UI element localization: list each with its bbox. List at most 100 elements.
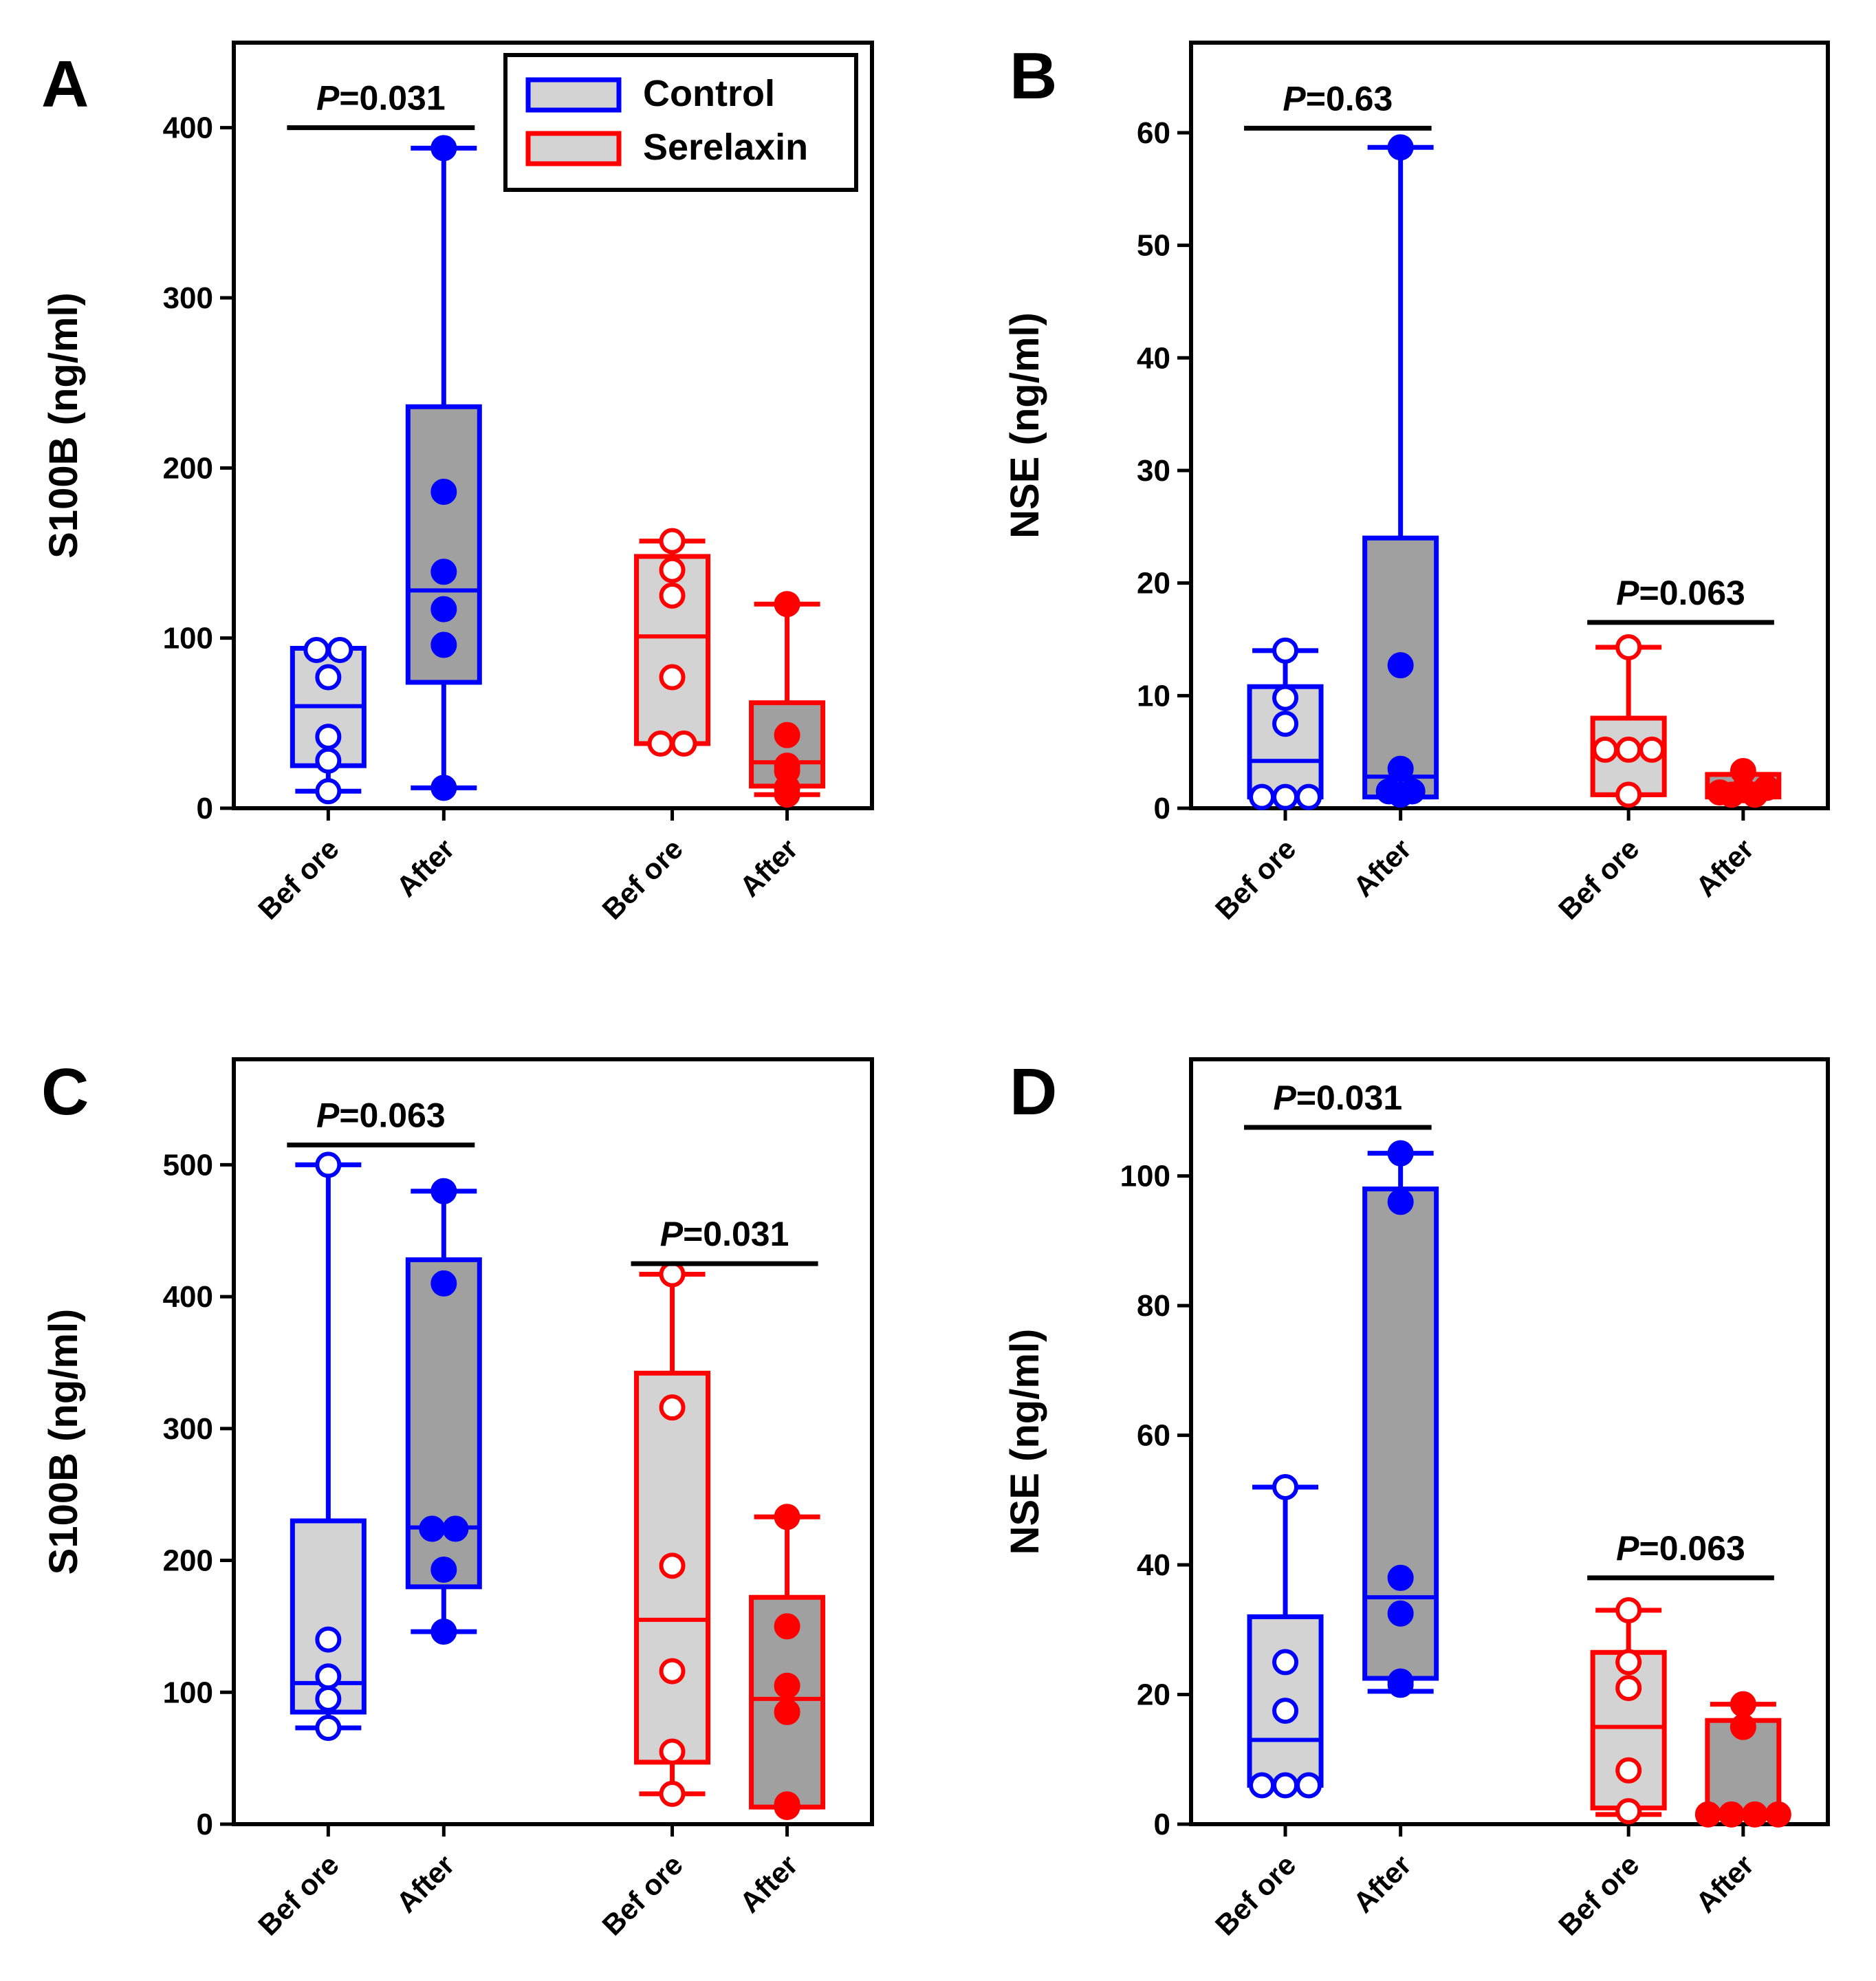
plot-frame [232, 1057, 874, 1826]
y-tick-label: 200 [163, 451, 213, 485]
y-axis-label: S100B (ng/ml) [41, 292, 86, 559]
p-value-label: P=0.031 [660, 1215, 789, 1253]
data-point [659, 1394, 686, 1421]
data-point [1765, 1801, 1791, 1828]
x-category-label: After [1690, 1848, 1760, 1919]
y-tick-label: 400 [163, 1280, 213, 1314]
data-point [659, 1261, 686, 1288]
p-symbol: P [316, 1096, 340, 1135]
x-category-label: Bef ore [596, 832, 689, 926]
data-point [1272, 637, 1299, 664]
data-point [659, 664, 686, 691]
data-point [315, 664, 342, 691]
data-point [1730, 1713, 1756, 1740]
x-category-label: Bef ore [596, 1848, 689, 1942]
p-symbol: P [1274, 1079, 1297, 1117]
data-point [1272, 1473, 1299, 1500]
legend-label: Serelaxin [643, 127, 808, 168]
y-tick-label: 0 [1154, 792, 1170, 825]
panel-letter: A [41, 47, 89, 121]
data-point [1387, 134, 1414, 161]
x-category-label: After [1690, 832, 1760, 903]
data-point [1387, 652, 1414, 679]
data-point [430, 559, 457, 585]
y-tick-label: 30 [1137, 454, 1170, 488]
data-point [1387, 1668, 1414, 1695]
p-symbol: P [1283, 79, 1306, 118]
data-point [1615, 1597, 1642, 1624]
legend-label: Control [643, 73, 775, 114]
data-point [442, 1515, 469, 1542]
data-point [315, 1663, 342, 1690]
box-plot-serelaxin-after [749, 1504, 826, 1821]
p-value: =0.031 [1296, 1079, 1402, 1117]
box-plot-serelaxin-before [1590, 1597, 1667, 1825]
y-tick-label: 0 [1154, 1808, 1170, 1841]
data-point [1387, 1140, 1414, 1167]
data-point [1615, 1798, 1642, 1825]
data-point [1718, 1801, 1745, 1828]
data-point [647, 730, 674, 757]
y-axis-label: NSE (ng/ml) [1003, 312, 1047, 539]
data-point [1615, 1757, 1642, 1784]
y-tick-label: 300 [163, 281, 213, 315]
box-plot-control-before [1247, 1473, 1324, 1799]
data-point [315, 747, 342, 774]
data-point [430, 1270, 457, 1297]
data-point [1592, 736, 1619, 763]
data-point [1730, 1691, 1756, 1718]
p-value: =0.63 [1306, 79, 1393, 118]
x-category-label: Bef ore [252, 1848, 345, 1942]
data-point [1615, 1675, 1642, 1702]
box-plot-serelaxin-after [749, 591, 826, 808]
x-category-label: Bef ore [1552, 1848, 1646, 1942]
box-plot-control-after [1362, 134, 1439, 808]
p-value: =0.031 [339, 79, 445, 118]
data-point [774, 591, 800, 618]
y-tick-label: 80 [1137, 1289, 1170, 1323]
data-point [1615, 634, 1642, 660]
panel-c: C 0 100 200 300 400 500 Bef ore After Bef ore Aft… [41, 1055, 874, 1942]
data-point [430, 1619, 457, 1645]
y-tick-label: 40 [1137, 1548, 1170, 1582]
data-point [774, 1791, 800, 1818]
data-point [430, 775, 457, 801]
panel-letter: B [1010, 39, 1057, 113]
legend: Control Serelaxin [503, 53, 858, 192]
data-point [430, 596, 457, 623]
data-point [1272, 711, 1299, 737]
data-point [1387, 1600, 1414, 1627]
y-tick-label: 20 [1137, 567, 1170, 600]
box-plot-control-after [1362, 1140, 1439, 1698]
y-tick-label: 10 [1137, 679, 1170, 713]
y-tick-label: 200 [163, 1544, 213, 1578]
p-value: =0.063 [1639, 574, 1745, 612]
y-tick-label: 40 [1137, 341, 1170, 375]
x-category-label: After [390, 832, 461, 903]
y-tick-label: 400 [163, 111, 213, 145]
box-plot-control-before [290, 636, 367, 805]
data-point [315, 1685, 342, 1712]
data-point [1387, 1564, 1414, 1591]
data-point [1375, 778, 1402, 805]
data-point [303, 636, 330, 663]
y-tick-label: 100 [163, 622, 213, 656]
data-point [659, 1780, 686, 1807]
box-plot-serelaxin-after [1705, 757, 1782, 808]
y-tick-label: 0 [197, 1808, 213, 1841]
p-symbol: P [316, 79, 340, 118]
p-value: =0.063 [339, 1096, 445, 1135]
data-point [1615, 736, 1642, 763]
data-point [659, 528, 686, 554]
data-point [315, 1626, 342, 1653]
data-point [659, 1738, 686, 1765]
data-point [1272, 783, 1299, 810]
x-category-label: After [1346, 832, 1417, 903]
data-point [430, 478, 457, 505]
data-point [774, 753, 800, 779]
data-point [1399, 778, 1426, 805]
data-point [1753, 775, 1780, 801]
p-value-label: P=0.031 [1274, 1079, 1403, 1117]
data-point [315, 1715, 342, 1742]
data-point [1387, 755, 1414, 782]
